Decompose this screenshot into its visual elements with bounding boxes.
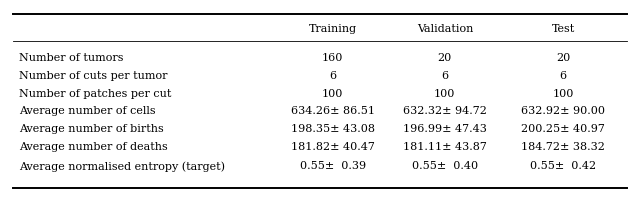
Text: 100: 100 xyxy=(322,89,344,98)
Text: Number of tumors: Number of tumors xyxy=(19,53,124,63)
Text: 632.32± 94.72: 632.32± 94.72 xyxy=(403,106,487,116)
Text: Average number of deaths: Average number of deaths xyxy=(19,142,168,152)
Text: Training: Training xyxy=(308,24,357,33)
Text: Number of patches per cut: Number of patches per cut xyxy=(19,89,172,98)
Text: 0.55±  0.40: 0.55± 0.40 xyxy=(412,162,478,171)
Text: 100: 100 xyxy=(552,89,574,98)
Text: 0.55±  0.42: 0.55± 0.42 xyxy=(530,162,596,171)
Text: 200.25± 40.97: 200.25± 40.97 xyxy=(521,124,605,134)
Text: 198.35± 43.08: 198.35± 43.08 xyxy=(291,124,375,134)
Text: Validation: Validation xyxy=(417,24,473,33)
Text: 184.72± 38.32: 184.72± 38.32 xyxy=(521,142,605,152)
Text: 634.26± 86.51: 634.26± 86.51 xyxy=(291,106,375,116)
Text: 6: 6 xyxy=(441,71,449,81)
Text: 181.11± 43.87: 181.11± 43.87 xyxy=(403,142,487,152)
Text: 100: 100 xyxy=(434,89,456,98)
Text: 6: 6 xyxy=(329,71,337,81)
Text: Average number of births: Average number of births xyxy=(19,124,164,134)
Text: Average number of cells: Average number of cells xyxy=(19,106,156,116)
Text: 632.92± 90.00: 632.92± 90.00 xyxy=(521,106,605,116)
Text: 181.82± 40.47: 181.82± 40.47 xyxy=(291,142,375,152)
Text: 6: 6 xyxy=(559,71,567,81)
Text: 20: 20 xyxy=(438,53,452,63)
Text: 20: 20 xyxy=(556,53,570,63)
Text: 160: 160 xyxy=(322,53,344,63)
Text: Test: Test xyxy=(552,24,575,33)
Text: 196.99± 47.43: 196.99± 47.43 xyxy=(403,124,487,134)
Text: 0.55±  0.39: 0.55± 0.39 xyxy=(300,162,366,171)
Text: Average normalised entropy (target): Average normalised entropy (target) xyxy=(19,161,225,172)
Text: Number of cuts per tumor: Number of cuts per tumor xyxy=(19,71,168,81)
